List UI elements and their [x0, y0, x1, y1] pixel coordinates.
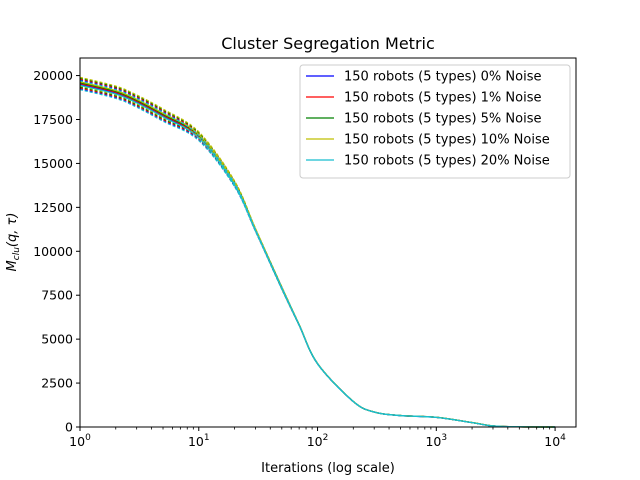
x-tick-label-exponent: 4 — [560, 433, 566, 443]
x-tick-label-base: 10 — [544, 434, 560, 449]
y-tick-label: 2500 — [41, 376, 73, 391]
legend-label: 150 robots (5 types) 1% Noise — [344, 91, 541, 106]
x-tick-label-base: 10 — [425, 434, 441, 449]
y-axis-label-args: (q, τ) — [5, 213, 20, 248]
y-tick-label: 12500 — [33, 200, 73, 215]
x-tick-label-base: 10 — [307, 434, 323, 449]
x-tick-label: 103 — [425, 433, 447, 449]
x-axis-label: Iterations (log scale) — [261, 461, 395, 476]
series-3-upper-bound — [79, 76, 556, 428]
plot-area — [79, 76, 556, 428]
y-tick-label: 15000 — [33, 156, 73, 171]
series-1-upper-bound — [79, 78, 556, 428]
axes: 100 101 102 103 1040250050007500100001250015… — [33, 57, 577, 449]
legend-box — [299, 64, 571, 179]
x-tick-label-exponent: 3 — [441, 433, 447, 443]
y-tick-label: 17500 — [33, 112, 73, 127]
x-tick-label-exponent: 1 — [204, 433, 210, 443]
series-2-upper-bound — [79, 77, 556, 428]
x-tick-label-base: 10 — [69, 434, 85, 449]
series-4-line — [79, 84, 556, 428]
y-axis-label: Mclu(q, τ) — [5, 213, 22, 272]
chart-title: Cluster Segregation Metric — [221, 34, 435, 53]
legend: 150 robots (5 types) 0% Noise 150 robots … — [299, 64, 571, 179]
y-axis-label-sub: clu — [12, 247, 22, 260]
y-tick-label: 10000 — [33, 244, 73, 259]
x-tick-label: 104 — [544, 433, 566, 449]
x-tick-label-base: 10 — [188, 434, 204, 449]
x-tick-label: 100 — [69, 433, 91, 449]
axes-frame — [79, 57, 577, 428]
x-tick-label: 101 — [188, 433, 210, 449]
legend-label: 150 robots (5 types) 0% Noise — [344, 70, 541, 85]
y-tick-label: 0 — [65, 420, 73, 435]
y-tick-label: 7500 — [41, 288, 73, 303]
legend-label: 150 robots (5 types) 20% Noise — [344, 154, 550, 169]
y-tick-label: 5000 — [41, 332, 73, 347]
x-tick-label-exponent: 0 — [85, 433, 91, 443]
x-tick-label: 102 — [307, 433, 329, 449]
x-tick-label-exponent: 2 — [323, 433, 329, 443]
legend-label: 150 robots (5 types) 5% Noise — [344, 112, 541, 127]
y-axis-label-main: M — [5, 260, 20, 271]
legend-label: 150 robots (5 types) 10% Noise — [344, 133, 550, 148]
y-tick-label: 20000 — [33, 68, 73, 83]
